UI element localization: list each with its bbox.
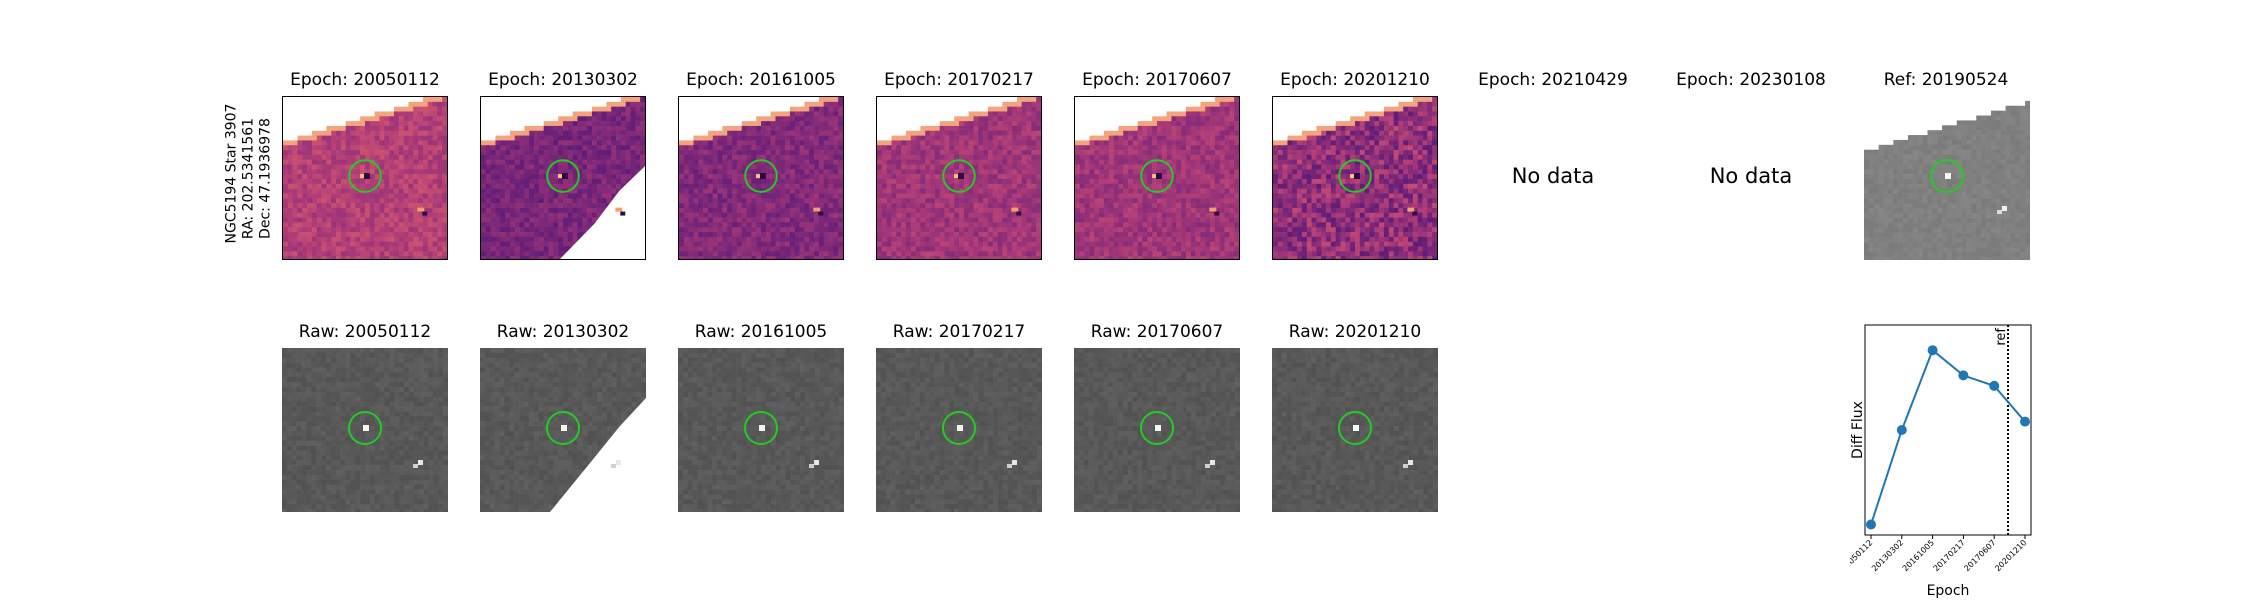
- diff-panel-title: Epoch: 20170607: [1082, 70, 1232, 90]
- no-data-label: No data: [1511, 164, 1595, 188]
- raw-image: [876, 348, 1042, 512]
- raw-panel-title: Raw: 20170217: [892, 322, 1026, 342]
- raw-image: [480, 348, 646, 512]
- raw-panel-title: Raw: 20130302: [496, 322, 630, 342]
- x-tick-label: 20130302: [1870, 538, 1905, 573]
- x-tick-label: 20170217: [1932, 538, 1967, 573]
- reference-line-label: ref: [1994, 328, 2009, 346]
- raw-panel-title: Raw: 20201210: [1288, 322, 1422, 342]
- difference-image: [480, 96, 646, 260]
- flux-light-curve-chart: ref2005011220130302201610052017021720170…: [1850, 324, 2032, 599]
- no-data-label: No data: [1709, 164, 1793, 188]
- x-tick-label: 20161005: [1901, 538, 1936, 573]
- diff-panel-title: Epoch: 20210429: [1478, 70, 1628, 90]
- difference-image: [1074, 96, 1240, 260]
- diff-panel-title: Epoch: 20170217: [884, 70, 1034, 90]
- raw-image: [678, 348, 844, 512]
- flux-data-point: [1927, 345, 1938, 356]
- reference-image: [1864, 96, 2030, 260]
- y-axis-label: Diff Flux: [1850, 401, 1866, 459]
- flux-data-point: [1989, 380, 2000, 391]
- raw-image: [1272, 348, 1438, 512]
- reference-title: Ref: 20190524: [1883, 70, 2009, 90]
- flux-data-point: [1958, 370, 1969, 381]
- diff-panel-title: Epoch: 20201210: [1280, 70, 1430, 90]
- x-tick-label: 20201210: [1993, 538, 2028, 573]
- diff-panel-title: Epoch: 20130302: [488, 70, 638, 90]
- diff-panel-title: Epoch: 20161005: [686, 70, 836, 90]
- object-ra: RA: 202.5341561: [240, 117, 257, 240]
- difference-image: [282, 96, 448, 260]
- raw-image: [282, 348, 448, 512]
- raw-panel-title: Raw: 20050112: [298, 322, 432, 342]
- flux-data-point: [1866, 519, 1876, 530]
- raw-image: [1074, 348, 1240, 512]
- flux-data-point: [1896, 425, 1907, 435]
- flux-series-line: [1870, 348, 2026, 525]
- flux-data-point: [2020, 416, 2030, 427]
- raw-panel-title: Raw: 20170607: [1090, 322, 1224, 342]
- object-label: NGC5194 Star 3907 RA: 202.5341561 Dec: 4…: [223, 103, 275, 244]
- difference-image: [876, 96, 1042, 260]
- raw-panel-title: Raw: 20161005: [694, 322, 828, 342]
- difference-image: [678, 96, 844, 260]
- chart-axes-frame: [1864, 324, 2032, 536]
- x-axis-label: Epoch: [1927, 583, 1970, 599]
- diff-panel-title: Epoch: 20050112: [290, 70, 440, 90]
- difference-image: [1272, 96, 1438, 260]
- x-tick-label: 20170607: [1962, 538, 1997, 573]
- diff-panel-title: Epoch: 20230108: [1676, 70, 1826, 90]
- object-name: NGC5194 Star 3907: [223, 103, 240, 244]
- object-dec: Dec: 47.1936978: [257, 118, 274, 239]
